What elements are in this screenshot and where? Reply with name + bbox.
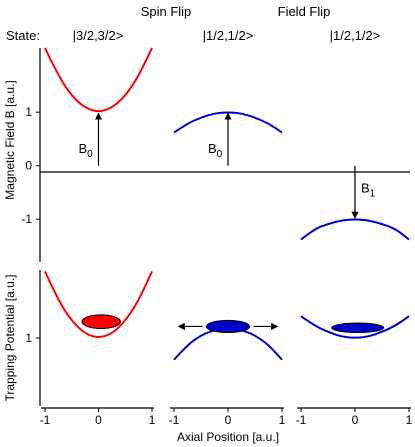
trap-curve-3 bbox=[300, 315, 410, 339]
field-arrow-label-3: B1 bbox=[361, 180, 376, 199]
trap-xtick-label: 1 bbox=[279, 413, 286, 427]
field-ytick-label: -1 bbox=[21, 212, 32, 226]
trap-curve-1 bbox=[44, 270, 153, 338]
trap-xtick-label: -1 bbox=[40, 413, 51, 427]
particle-cloud-3 bbox=[331, 322, 385, 334]
particle-cloud-1 bbox=[81, 314, 121, 329]
state-label-panel-2: |1/2,1/2> bbox=[203, 28, 254, 43]
state-label-panel-1: |3/2,3/2> bbox=[73, 28, 124, 43]
field-curve-1 bbox=[44, 47, 153, 113]
field-curves: B0 B0 B1 bbox=[44, 47, 410, 241]
field-arrow-label-2: B0 bbox=[208, 141, 223, 160]
bottom-xlabel: Axial Position [a.u.] bbox=[177, 430, 279, 444]
trap-xtick-label: -1 bbox=[296, 413, 307, 427]
trap-ytick-label: 1 bbox=[25, 331, 32, 345]
field-curve-3 bbox=[300, 218, 410, 241]
trap-xtick-label: 1 bbox=[406, 413, 413, 427]
particle-cloud-2 bbox=[205, 319, 251, 334]
trap-xtick-label: 1 bbox=[149, 413, 156, 427]
trap-xtick-label: 0 bbox=[352, 413, 359, 427]
trap-panels: 1 -1 0 1 -1 0 1 -1 0 1 bbox=[25, 270, 413, 427]
field-ytick-label: 1 bbox=[25, 105, 32, 119]
field-curve-2 bbox=[173, 111, 283, 134]
bottom-ylabel: Trapping Potential [a.u.] bbox=[3, 275, 17, 402]
field-arrow-label-1: B0 bbox=[79, 141, 94, 160]
transition-label-spin-flip: Spin Flip bbox=[141, 4, 192, 19]
state-label-panel-3: |1/2,1/2> bbox=[330, 28, 381, 43]
transition-label-field-flip: Field Flip bbox=[278, 4, 331, 19]
trap-xtick-label: -1 bbox=[169, 413, 180, 427]
field-ytick-label: 0 bbox=[25, 159, 32, 173]
trap-xtick-label: 0 bbox=[95, 413, 102, 427]
top-ylabel: Magnetic Field B [a.u.] bbox=[3, 80, 17, 199]
trap-xtick-label: 0 bbox=[225, 413, 232, 427]
field-y-axis: 1 0 -1 bbox=[21, 48, 41, 262]
state-label: State: bbox=[6, 28, 40, 43]
